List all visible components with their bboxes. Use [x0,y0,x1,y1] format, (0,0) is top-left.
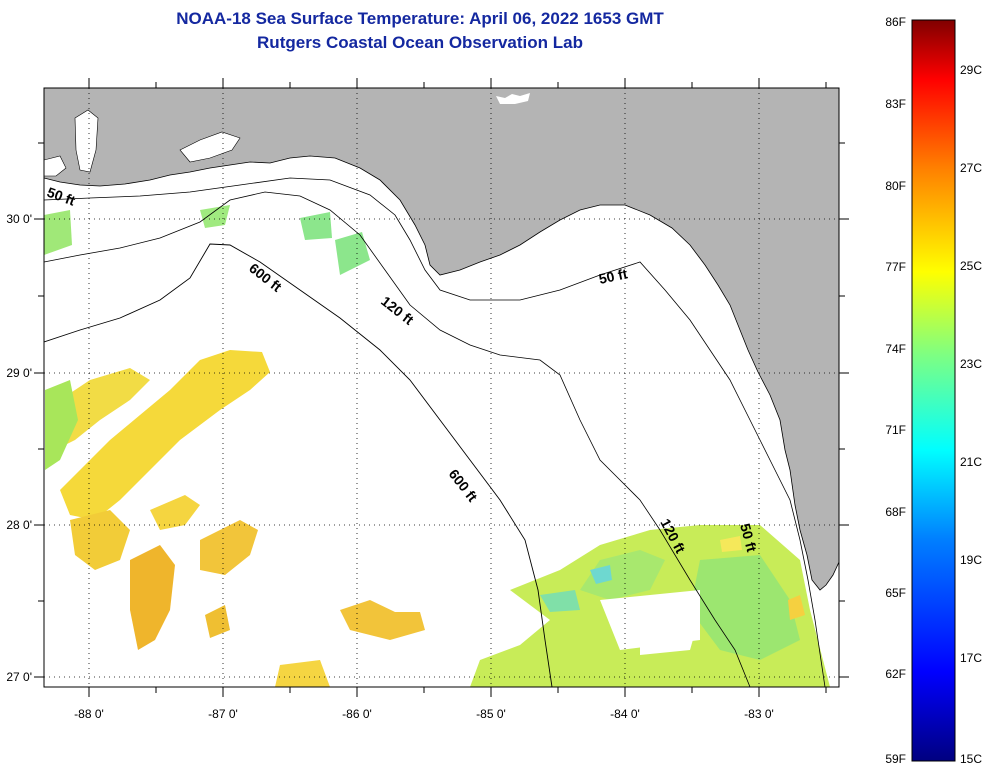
colorbar-c-label: 21C [960,455,982,469]
colorbar-c-label: 15C [960,752,982,766]
colorbar-c-label: 29C [960,63,982,77]
colorbar-f-label: 65F [885,586,906,600]
colorbar-f-label: 62F [885,667,906,681]
colorbar-c-label: 25C [960,259,982,273]
lon-label: -83 0' [744,707,774,721]
colorbar-f-label: 74F [885,342,906,356]
contour-50ft-west [44,177,826,687]
bay [179,131,241,163]
colorbar-f-label: 68F [885,505,906,519]
lat-axis-labels: 30 0' 29 0' 28 0' 27 0' [6,212,32,684]
colorbar-f-label: 77F [885,260,906,274]
contour-label: 50 ft [597,265,629,287]
lon-label: -84 0' [610,707,640,721]
colorbar-f-label: 86F [885,15,906,29]
lon-label: -88 0' [74,707,104,721]
colorbar [911,19,956,762]
map-frame [43,87,840,688]
colorbar-c-label: 19C [960,553,982,567]
colorbar-c-labels: 29C 27C 25C 23C 21C 19C 17C 15C [960,63,982,766]
land-area [44,88,839,591]
title-line-1: NOAA-18 Sea Surface Temperature: April 0… [176,9,664,28]
lat-label: 28 0' [6,518,32,532]
lake [496,93,530,104]
lat-label: 30 0' [6,212,32,226]
colorbar-f-label: 71F [885,423,906,437]
lat-label: 29 0' [6,366,32,380]
colorbar-f-labels: 86F 83F 80F 77F 74F 71F 68F 65F 62F 59F [885,15,906,766]
bay [44,155,67,177]
lon-label: -86 0' [342,707,372,721]
colorbar-f-label: 59F [885,752,906,766]
sst-patches [44,205,830,687]
contour-600ft [44,243,553,687]
contour-label: 50 ft [737,522,760,554]
colorbar-f-label: 80F [885,179,906,193]
colorbar-c-label: 23C [960,357,982,371]
bay [74,109,99,173]
colorbar-c-label: 27C [960,161,982,175]
title-line-2: Rutgers Coastal Ocean Observation Lab [257,33,583,52]
colorbar-f-label: 83F [885,97,906,111]
contour-120ft [44,191,751,687]
lat-label: 27 0' [6,670,32,684]
ticks [34,78,849,697]
lon-label: -87 0' [208,707,238,721]
lon-label: -85 0' [476,707,506,721]
colorbar-c-label: 17C [960,651,982,665]
lon-axis-labels: -88 0' -87 0' -86 0' -85 0' -84 0' -83 0… [74,707,774,721]
